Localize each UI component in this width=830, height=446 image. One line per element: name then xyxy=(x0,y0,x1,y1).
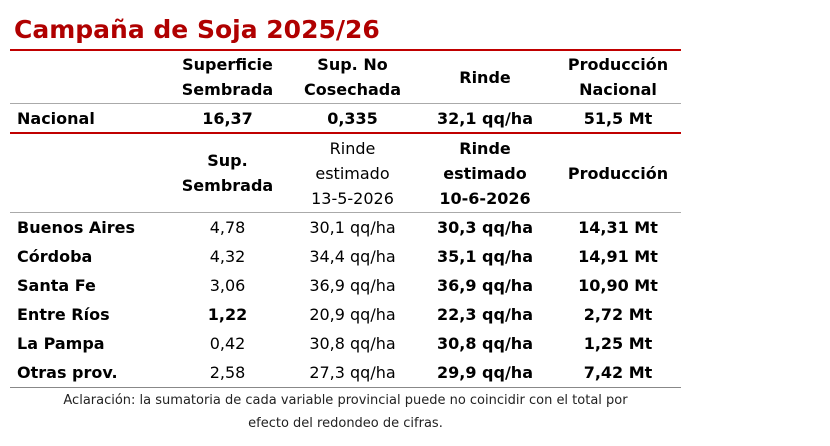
data-row: Santa Fe 3,06 36,9 qq/ha 36,9 qq/ha 10,90 Mt xyxy=(10,271,681,300)
cell: 30,8 qq/ha xyxy=(437,334,533,353)
cell: 7,42 Mt xyxy=(555,358,681,388)
cell: 27,3 qq/ha xyxy=(290,358,415,388)
header-line: Producción xyxy=(567,163,669,183)
header-line: Rinde xyxy=(329,138,376,158)
data-row: Entre Ríos 1,22 20,9 qq/ha 22,3 qq/ha 2,72 M… xyxy=(10,300,681,329)
cell: 3,06 xyxy=(209,276,246,295)
table: Superficie Sembrada Sup. No Cosechada Rinde P… xyxy=(10,51,681,388)
cell: 4,78 xyxy=(209,218,246,237)
cell: 10,90 Mt xyxy=(578,276,658,295)
row-label: Nacional xyxy=(10,103,165,134)
container: Campaña de Soja 2025/26 Superficie Sembra… xyxy=(10,12,681,435)
header-line: Sembrada xyxy=(181,80,274,99)
cell: 20,9 qq/ha xyxy=(309,305,396,324)
note-line: Aclaración: la sumatoria de cada variabl… xyxy=(63,393,628,408)
header-line: estimado xyxy=(443,163,527,183)
header-line: Rinde xyxy=(459,138,511,158)
header-line: Cosechada xyxy=(303,80,402,99)
cell: 22,3 qq/ha xyxy=(437,305,533,324)
row-label: La Pampa xyxy=(17,334,105,353)
data-row: Otras prov. 2,58 27,3 qq/ha 29,9 qq/ha 7,42 … xyxy=(10,358,681,388)
cell: 2,72 Mt xyxy=(583,305,653,324)
header-line: estimado xyxy=(315,163,390,183)
header-line: Rinde xyxy=(459,67,511,87)
header-cell xyxy=(10,133,165,213)
cell: 36,9 qq/ha xyxy=(437,276,533,295)
row-label: Córdoba xyxy=(17,247,93,266)
title: Campaña de Soja 2025/26 xyxy=(10,12,681,51)
cell: 35,1 qq/ha xyxy=(437,247,533,266)
cell: 30,8 qq/ha xyxy=(309,334,396,353)
cell: 16,37 xyxy=(165,103,290,134)
data-row: Buenos Aires 4,78 30,1 qq/ha 30,3 qq/ha 14,3… xyxy=(10,213,681,243)
data-row: Nacional 16,37 0,335 32,1 qq/ha 51,5 Mt xyxy=(10,103,681,134)
cell: 30,1 qq/ha xyxy=(309,218,396,237)
header-line: 10-6-2026 xyxy=(439,188,531,208)
cell: 32,1 qq/ha xyxy=(415,103,555,134)
cell: 0,42 xyxy=(209,334,246,353)
cell: 14,31 Mt xyxy=(578,218,658,237)
cell: 0,335 xyxy=(290,103,415,134)
header-cell: Producción xyxy=(555,133,681,213)
cell: 29,9 qq/ha xyxy=(415,358,555,388)
cell: 14,91 Mt xyxy=(578,247,658,266)
header-cell: Sup. No Cosechada xyxy=(290,51,415,104)
header-row: Superficie Sembrada Sup. No Cosechada Rinde P… xyxy=(10,51,681,104)
header-cell: Rinde estimado 10-6-2026 xyxy=(415,133,555,213)
header-cell: Sup. Sembrada xyxy=(165,133,290,213)
header-line: Nacional xyxy=(579,80,657,99)
cell: 1,25 Mt xyxy=(583,334,653,353)
note: Aclaración: la sumatoria de cada variabl… xyxy=(10,389,681,435)
cell: 1,22 xyxy=(207,305,248,324)
header-line: Superficie xyxy=(182,55,273,74)
cell: 4,32 xyxy=(209,247,246,266)
cell: 51,5 Mt xyxy=(555,103,681,134)
data-row: La Pampa 0,42 30,8 qq/ha 30,8 qq/ha 1,25 Mt xyxy=(10,329,681,358)
row-label: Buenos Aires xyxy=(17,218,136,237)
header-cell: Producción Nacional xyxy=(555,51,681,104)
table-body: Superficie Sembrada Sup. No Cosechada Rinde P… xyxy=(10,51,681,388)
header-cell: Rinde xyxy=(415,51,555,104)
data-row: Córdoba 4,32 34,4 qq/ha 35,1 qq/ha 14,91 Mt xyxy=(10,242,681,271)
header-line: Producción xyxy=(567,55,669,74)
row-label: Santa Fe xyxy=(17,276,96,295)
header-line: Sup. xyxy=(207,151,248,170)
header-cell xyxy=(10,51,165,104)
cell: 2,58 xyxy=(165,358,290,388)
header-line: Sembrada xyxy=(181,176,274,195)
cell: 34,4 qq/ha xyxy=(309,247,396,266)
header-row: Sup. Sembrada Rinde estimado 13-5-2026 Rinde e… xyxy=(10,133,681,213)
header-line: 13-5-2026 xyxy=(311,188,394,208)
header-cell: Rinde estimado 13-5-2026 xyxy=(290,133,415,213)
header-cell: Superficie Sembrada xyxy=(165,51,290,104)
cell: 30,3 qq/ha xyxy=(437,218,533,237)
cell: 36,9 qq/ha xyxy=(309,276,396,295)
row-label: Entre Ríos xyxy=(17,305,110,324)
header-line: Sup. No xyxy=(317,55,388,74)
row-label: Otras prov. xyxy=(10,358,165,388)
note-line: efecto del redondeo de cifras. xyxy=(248,416,443,431)
